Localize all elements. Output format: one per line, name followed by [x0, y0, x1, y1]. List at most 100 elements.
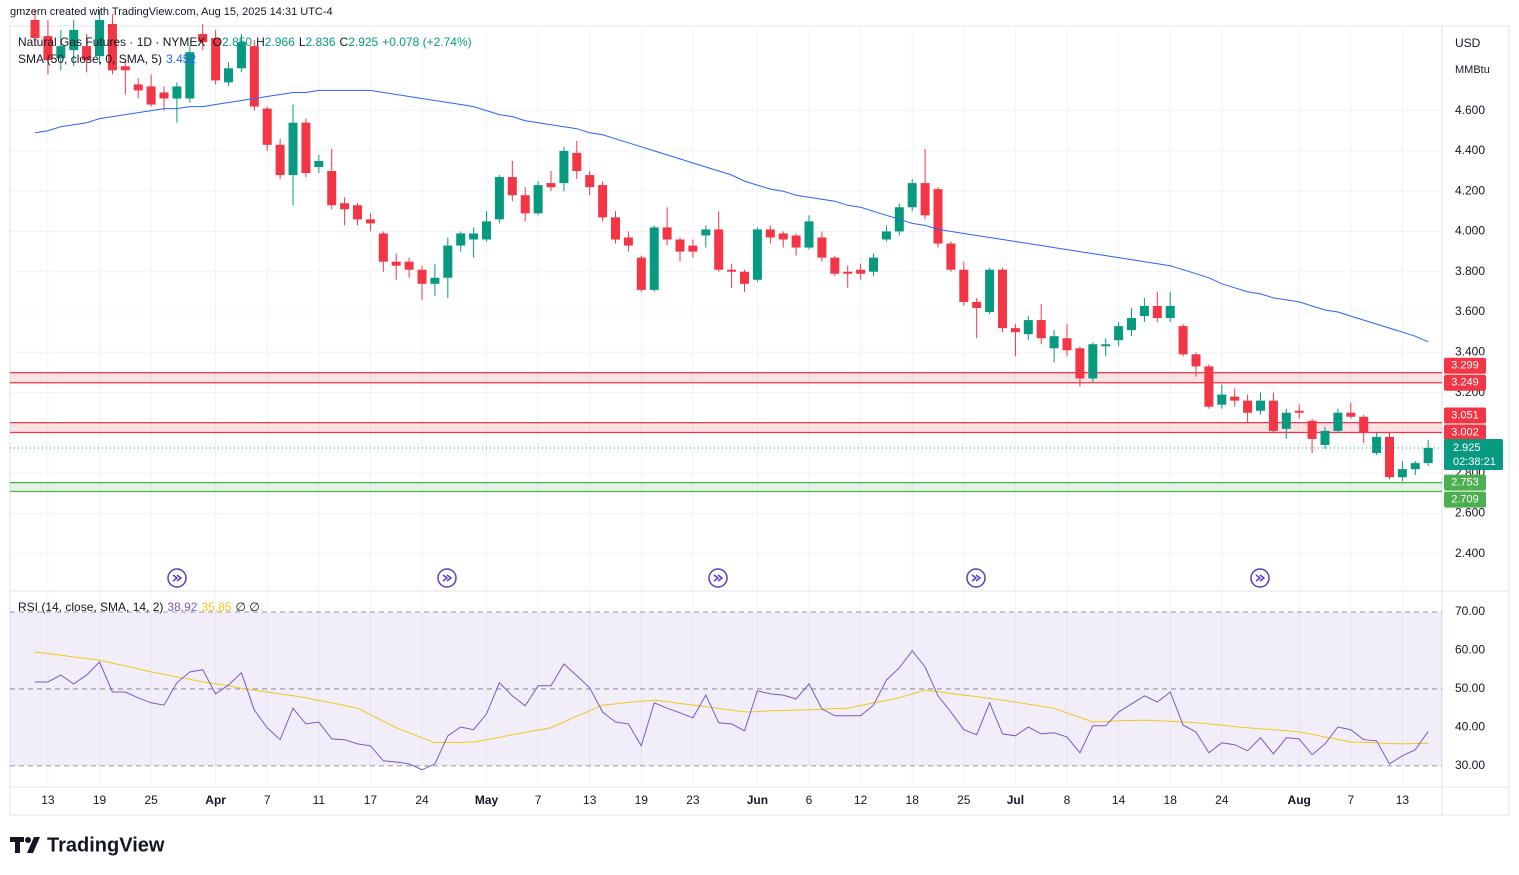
- candle-body: [30, 19, 40, 39]
- zone-label-box: [1444, 407, 1486, 424]
- candle-body: [146, 86, 156, 105]
- candle-body: [95, 19, 105, 57]
- candle-body: [404, 261, 414, 270]
- candle-body: [249, 46, 259, 107]
- candle-body: [714, 229, 724, 270]
- candle-body: [378, 233, 388, 262]
- candle-body: [1281, 412, 1291, 429]
- candle-body: [133, 84, 143, 91]
- candle-body: [1204, 366, 1214, 407]
- zone-label: 2.753: [1451, 477, 1479, 489]
- rsi-value: 38.92: [167, 600, 198, 614]
- event-icon: [708, 568, 728, 588]
- x-tick-label: Jun: [747, 793, 768, 807]
- candle-body: [791, 235, 801, 248]
- zone-label-box: [1444, 374, 1486, 391]
- candle-body: [1256, 400, 1266, 411]
- y-tick-label: 2.400: [1455, 546, 1485, 560]
- candle-body: [224, 68, 234, 83]
- x-tick-label: Apr: [205, 793, 226, 807]
- ohlc-value: 2.925: [348, 35, 379, 49]
- y-tick-label: 4.600: [1455, 103, 1485, 117]
- x-tick-label: 19: [93, 793, 107, 807]
- candle-body: [314, 160, 324, 167]
- zone: [10, 372, 1442, 383]
- ohlc-value: 2.836: [305, 35, 336, 49]
- sma-name: SMA (50, close, 0, SMA, 5): [18, 52, 163, 66]
- brand-logo: [10, 837, 40, 853]
- candle-body: [830, 257, 840, 274]
- x-tick-label: 25: [957, 793, 971, 807]
- candle-body: [340, 203, 350, 210]
- candle-body: [1049, 336, 1059, 349]
- candle-body: [1062, 338, 1072, 351]
- zone: [10, 482, 1442, 492]
- candle-body: [301, 122, 311, 174]
- candle-body: [998, 269, 1008, 329]
- rsi-placeholders: ∅ ∅: [235, 600, 260, 614]
- candle-body: [765, 229, 775, 238]
- candle-body: [933, 189, 943, 244]
- event-icons: [167, 568, 1270, 588]
- candle-body: [1178, 326, 1188, 355]
- candle-body: [456, 233, 466, 246]
- x-tick-label: Aug: [1288, 793, 1311, 807]
- candle-body: [856, 269, 866, 274]
- x-tick-label: 18: [906, 793, 920, 807]
- x-tick-label: 24: [1215, 793, 1229, 807]
- candle-body: [1127, 318, 1137, 331]
- event-icon: [437, 568, 457, 588]
- candle-body: [778, 233, 788, 240]
- candle-body: [1191, 354, 1201, 367]
- rsi-tick-label: 30.00: [1455, 758, 1485, 772]
- zone-label-box: [1444, 357, 1486, 374]
- x-tick-label: May: [475, 793, 499, 807]
- event-icon: [1250, 568, 1270, 588]
- candle-body: [69, 30, 79, 51]
- x-tick-label: 13: [1396, 793, 1410, 807]
- candle-body: [43, 36, 53, 61]
- x-tick-label: 7: [1347, 793, 1354, 807]
- candle-body: [920, 183, 930, 216]
- rsi-legend: RSI (14, close, SMA, 14, 2) 38.92 35.85 ∅ ∅: [18, 600, 264, 614]
- candle-body: [869, 257, 879, 272]
- zone: [10, 422, 1442, 433]
- candle-body: [159, 92, 169, 99]
- candle-body: [1333, 412, 1343, 431]
- candle-body: [1165, 305, 1175, 319]
- zone-label: 3.249: [1451, 377, 1479, 389]
- candle-body: [120, 66, 130, 71]
- candle-body: [740, 271, 750, 284]
- ohlc-key: L: [298, 35, 306, 49]
- unit: MMBtu: [1455, 64, 1490, 76]
- logo-part: [27, 837, 40, 853]
- candle-body: [1243, 400, 1253, 413]
- brand-name: TradingView: [47, 834, 165, 856]
- candle-body: [688, 245, 698, 252]
- background-layer: [9, 25, 1510, 816]
- y-tick-label: 3.800: [1455, 264, 1485, 278]
- rsi-tick-label: 70.00: [1455, 604, 1485, 618]
- candle-body: [1359, 416, 1369, 433]
- x-tick-label: 7: [264, 793, 271, 807]
- candle-body: [1423, 447, 1433, 464]
- frame: [9, 25, 1510, 816]
- candle-body: [365, 219, 375, 224]
- candle-body: [804, 221, 814, 248]
- candle-body: [1372, 436, 1382, 454]
- candle-body: [1346, 412, 1356, 417]
- candle-body: [959, 269, 969, 302]
- candle-body: [817, 237, 827, 258]
- x-tick-label: 14: [1112, 793, 1126, 807]
- y-tick-label: 2.600: [1455, 506, 1485, 520]
- candle-body: [1088, 344, 1098, 379]
- rsi-tick-label: 50.00: [1455, 681, 1485, 695]
- candle-body: [482, 221, 492, 240]
- candle-body: [198, 34, 208, 43]
- candle-body: [1230, 396, 1240, 401]
- rsi-sma-line: [34, 651, 1429, 745]
- candle-body: [546, 183, 556, 188]
- rsi-line: [35, 649, 1429, 771]
- candle-body: [1307, 420, 1317, 439]
